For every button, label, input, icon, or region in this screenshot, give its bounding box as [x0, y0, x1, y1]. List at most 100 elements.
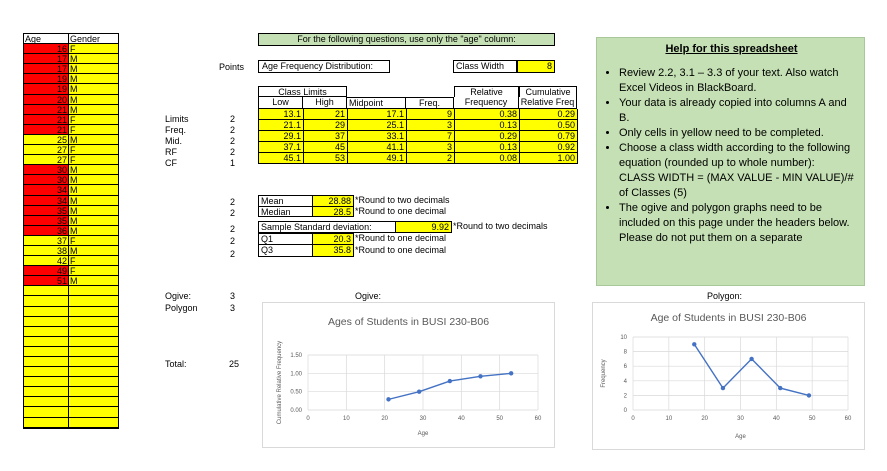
freq-cell-rel[interactable]: 0.13	[455, 142, 520, 153]
gender-cell[interactable]: M	[69, 74, 118, 85]
gender-cell[interactable]: M	[69, 134, 118, 146]
gender-cell[interactable]	[69, 336, 118, 347]
gender-cell[interactable]: M	[69, 165, 118, 176]
freq-cell-high[interactable]: 45	[304, 142, 348, 153]
age-cell[interactable]: 16	[24, 44, 69, 55]
age-cell[interactable]	[24, 326, 69, 337]
age-cell[interactable]	[24, 377, 69, 388]
age-cell[interactable]: 42	[24, 256, 69, 267]
age-cell[interactable]: 21	[24, 104, 69, 115]
age-cell[interactable]: 49	[24, 266, 69, 277]
gender-cell[interactable]: M	[69, 205, 118, 216]
freq-cell-cum[interactable]: 1.00	[520, 153, 578, 164]
age-header[interactable]: Age	[24, 34, 69, 45]
gender-cell[interactable]: M	[69, 215, 118, 226]
sd-input[interactable]: 9.92	[396, 221, 452, 233]
gender-cell[interactable]: F	[69, 235, 118, 246]
gender-cell[interactable]: M	[69, 175, 118, 186]
age-cell[interactable]: 34	[24, 185, 69, 196]
data-point[interactable]	[416, 389, 422, 394]
gender-cell[interactable]	[69, 306, 118, 317]
freq-cell-mid[interactable]: 41.1	[348, 142, 407, 153]
data-point[interactable]	[749, 356, 754, 362]
freq-cell-freq[interactable]: 2	[407, 153, 455, 164]
freq-cell-freq[interactable]: 3	[407, 120, 455, 131]
freq-cell-cum[interactable]: 0.50	[520, 120, 578, 131]
freq-cell-rel[interactable]: 0.13	[455, 120, 520, 131]
freq-cell-mid[interactable]: 49.1	[348, 153, 407, 164]
freq-cell-low[interactable]: 45.1	[259, 153, 304, 164]
gender-cell[interactable]: F	[69, 155, 118, 166]
age-cell[interactable]	[24, 397, 69, 408]
age-cell[interactable]: 17	[24, 64, 69, 75]
freq-cell-mid[interactable]: 17.1	[348, 109, 407, 120]
age-cell[interactable]: 30	[24, 175, 69, 186]
age-cell[interactable]	[24, 407, 69, 418]
age-cell[interactable]	[24, 417, 69, 428]
gender-cell[interactable]: M	[69, 94, 118, 105]
freq-cell-freq[interactable]: 3	[407, 142, 455, 153]
data-point[interactable]	[447, 378, 453, 384]
freq-cell-freq[interactable]: 9	[407, 109, 455, 120]
age-cell[interactable]: 27	[24, 155, 69, 166]
data-point[interactable]	[386, 397, 391, 402]
age-cell[interactable]: 27	[24, 145, 69, 156]
freq-cell-low[interactable]: 21.1	[259, 120, 304, 131]
freq-cell-rel[interactable]: 0.38	[455, 109, 520, 120]
freq-cell-mid[interactable]: 33.1	[348, 131, 407, 142]
data-point[interactable]	[478, 374, 483, 379]
freq-cell-high[interactable]: 29	[304, 120, 348, 131]
age-cell[interactable]: 36	[24, 225, 69, 236]
data-point[interactable]	[806, 393, 812, 398]
freq-cell-rel[interactable]: 0.29	[455, 131, 520, 142]
gender-cell[interactable]	[69, 407, 118, 418]
gender-cell[interactable]	[69, 316, 118, 327]
age-cell[interactable]	[24, 286, 69, 297]
gender-cell[interactable]: M	[69, 225, 118, 236]
gender-cell[interactable]: M	[69, 54, 118, 65]
age-cell[interactable]	[24, 336, 69, 347]
gender-cell[interactable]	[69, 346, 118, 357]
freq-cell-high[interactable]: 37	[304, 131, 348, 142]
age-cell[interactable]: 19	[24, 74, 69, 85]
gender-cell[interactable]	[69, 367, 118, 378]
gender-cell[interactable]	[69, 326, 118, 337]
freq-cell-cum[interactable]: 0.79	[520, 131, 578, 142]
data-point[interactable]	[720, 385, 726, 391]
gender-cell[interactable]: F	[69, 44, 118, 55]
age-cell[interactable]	[24, 306, 69, 317]
ogive-chart[interactable]: Ages of Students in BUSI 230-B06 0.00 0.50…	[262, 302, 555, 448]
age-cell[interactable]: 38	[24, 245, 69, 257]
age-cell[interactable]	[24, 296, 69, 307]
q1-input[interactable]: 20.3	[313, 233, 354, 245]
gender-cell[interactable]: M	[69, 185, 118, 196]
freq-cell-high[interactable]: 21	[304, 109, 348, 120]
gender-header[interactable]: Gender	[69, 34, 118, 45]
age-cell[interactable]: 35	[24, 205, 69, 216]
age-cell[interactable]: 20	[24, 94, 69, 105]
age-cell[interactable]: 21	[24, 114, 69, 125]
age-cell[interactable]	[24, 357, 69, 368]
age-cell[interactable]: 51	[24, 276, 69, 287]
gender-cell[interactable]: M	[69, 84, 118, 95]
age-cell[interactable]: 37	[24, 235, 69, 246]
gender-cell[interactable]	[69, 397, 118, 408]
gender-cell[interactable]: M	[69, 195, 118, 206]
gender-cell[interactable]	[69, 296, 118, 307]
gender-cell[interactable]: M	[69, 104, 118, 115]
gender-cell[interactable]: F	[69, 145, 118, 156]
gender-cell[interactable]: M	[69, 245, 118, 257]
freq-cell-mid[interactable]: 25.1	[348, 120, 407, 131]
age-cell[interactable]: 19	[24, 84, 69, 95]
freq-cell-freq[interactable]: 7	[407, 131, 455, 142]
gender-cell[interactable]: F	[69, 266, 118, 277]
q3-input[interactable]: 35.8	[313, 245, 354, 257]
freq-cell-rel[interactable]: 0.08	[455, 153, 520, 164]
gender-cell[interactable]	[69, 417, 118, 428]
freq-cell-low[interactable]: 37.1	[259, 142, 304, 153]
freq-cell-cum[interactable]: 0.92	[520, 142, 578, 153]
mean-input[interactable]: 28.88	[313, 195, 354, 206]
class-width-input[interactable]: 8	[517, 60, 555, 73]
age-cell[interactable]	[24, 367, 69, 378]
median-input[interactable]: 28.5	[313, 206, 354, 217]
